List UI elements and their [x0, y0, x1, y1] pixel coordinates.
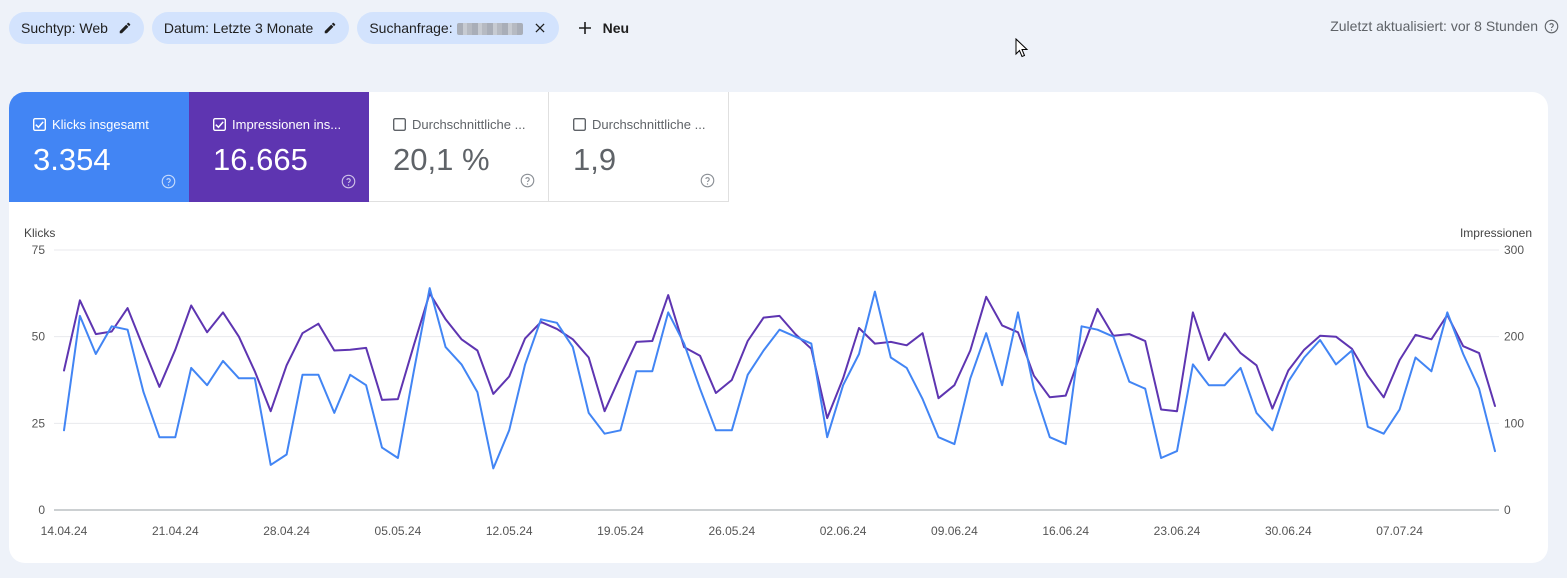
mouse-cursor-icon [1015, 38, 1029, 58]
x-tick-label: 26.05.24 [708, 524, 755, 538]
right-tick-label: 300 [1504, 243, 1524, 257]
help-icon[interactable] [341, 174, 356, 189]
query-filter-chip[interactable]: Suchanfrage: [357, 12, 559, 44]
series-line-klicks [63, 287, 1496, 470]
performance-card: Klicks insgesamt 3.354 Impressionen ins.… [9, 92, 1548, 563]
x-tick-label: 05.05.24 [375, 524, 422, 538]
left-tick-label: 50 [32, 330, 46, 344]
right-tick-label: 200 [1504, 330, 1524, 344]
pencil-icon[interactable] [323, 21, 337, 35]
metric-card-ctr[interactable]: Durchschnittliche ... 20,1 % [369, 92, 549, 202]
metric-label-row: Durchschnittliche ... [573, 117, 705, 132]
help-icon[interactable] [700, 173, 715, 188]
metric-value: 1,9 [573, 142, 617, 177]
x-tick-label: 12.05.24 [486, 524, 533, 538]
help-icon[interactable] [161, 174, 176, 189]
plus-icon [578, 22, 591, 34]
metric-value: 16.665 [213, 142, 308, 177]
right-tick-label: 100 [1504, 416, 1524, 430]
help-icon[interactable] [1544, 19, 1559, 34]
checkbox-unchecked-icon[interactable] [573, 118, 586, 131]
metric-value: 3.354 [33, 142, 111, 177]
left-tick-label: 25 [32, 416, 46, 430]
pencil-icon[interactable] [118, 21, 132, 35]
x-tick-label: 28.04.24 [263, 524, 310, 538]
performance-line-chart[interactable]: Klicks Impressionen 0 25 50 75 0 100 200 300 1… [9, 92, 1548, 563]
search-type-filter-chip[interactable]: Suchtyp: Web [9, 12, 144, 44]
x-tick-label: 07.07.24 [1376, 524, 1423, 538]
checkbox-checked-icon[interactable] [213, 118, 226, 131]
metric-card-clicks[interactable]: Klicks insgesamt 3.354 [9, 92, 189, 202]
last-updated-info: Zuletzt aktualisiert: vor 8 Stunden [1330, 18, 1559, 34]
search-type-filter-label: Suchtyp: Web [21, 20, 108, 36]
metric-card-impressions[interactable]: Impressionen ins... 16.665 [189, 92, 369, 202]
x-tick-label: 09.06.24 [931, 524, 978, 538]
metric-label-row: Durchschnittliche ... [393, 117, 525, 132]
x-axis-ticks: 14.04.24 21.04.24 28.04.24 05.05.24 12.05.24… [41, 524, 1424, 538]
left-tick-label: 0 [38, 503, 45, 517]
new-filter-label: Neu [602, 20, 630, 36]
x-tick-label: 19.05.24 [597, 524, 644, 538]
filter-bar: Suchtyp: Web Datum: Letzte 3 Monate Such… [9, 12, 639, 44]
x-tick-label: 21.04.24 [152, 524, 199, 538]
metric-label: Durchschnittliche ... [412, 117, 526, 132]
help-icon[interactable] [520, 173, 535, 188]
left-axis-title: Klicks [24, 226, 55, 240]
metric-label: Durchschnittliche ... [592, 117, 706, 132]
metric-label: Klicks insgesamt [52, 117, 149, 132]
x-tick-label: 16.06.24 [1042, 524, 1089, 538]
checkbox-unchecked-icon[interactable] [393, 118, 406, 131]
x-tick-label: 02.06.24 [820, 524, 867, 538]
series-line-impressionen [63, 292, 1496, 420]
chart-gridlines [54, 249, 1499, 511]
query-filter-label: Suchanfrage: [369, 20, 523, 36]
last-updated-text: Zuletzt aktualisiert: vor 8 Stunden [1330, 18, 1538, 34]
x-tick-label: 23.06.24 [1154, 524, 1201, 538]
checkbox-checked-icon[interactable] [33, 118, 46, 131]
right-tick-label: 0 [1504, 503, 1511, 517]
date-filter-label: Datum: Letzte 3 Monate [163, 20, 314, 36]
left-tick-label: 75 [32, 243, 46, 257]
metric-label-row: Klicks insgesamt [33, 117, 149, 132]
metric-card-position[interactable]: Durchschnittliche ... 1,9 [549, 92, 729, 202]
chart-series [63, 287, 1496, 470]
left-axis-ticks: 0 25 50 75 [32, 243, 46, 517]
redacted-query-value [456, 23, 523, 36]
close-icon[interactable] [533, 21, 547, 35]
metric-label-row: Impressionen ins... [213, 117, 341, 132]
metric-label: Impressionen ins... [232, 117, 342, 132]
x-tick-label: 30.06.24 [1265, 524, 1312, 538]
right-axis-ticks: 0 100 200 300 [1504, 243, 1524, 517]
right-axis-title: Impressionen [1460, 226, 1532, 240]
date-filter-chip[interactable]: Datum: Letzte 3 Monate [151, 12, 350, 44]
new-filter-button[interactable]: Neu [567, 20, 639, 36]
metric-value: 20,1 % [393, 142, 490, 177]
x-tick-label: 14.04.24 [41, 524, 88, 538]
